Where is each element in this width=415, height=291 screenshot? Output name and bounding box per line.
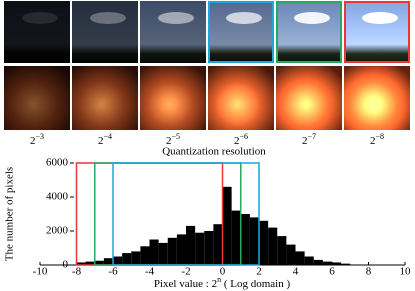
- x-tick-label: -6: [108, 266, 118, 278]
- x-tick-label: -2: [181, 266, 190, 278]
- x-axis-label-after: ( Log domain ): [221, 278, 290, 290]
- bar: [249, 217, 259, 265]
- panel-label: 2−8: [370, 132, 384, 147]
- photo-cloud: [226, 12, 262, 24]
- photo-sky: [72, 1, 138, 63]
- caption: Quantization resolution: [162, 146, 266, 158]
- panel-label: 2−5: [166, 132, 180, 147]
- bar: [304, 256, 314, 265]
- x-axis-label-sup: n: [217, 275, 221, 284]
- bar: [213, 224, 223, 265]
- bar: [341, 263, 351, 265]
- y-tick-label: 0: [63, 259, 69, 271]
- panel-label: 2−4: [98, 132, 112, 147]
- panel-exponent: −6: [239, 132, 248, 141]
- bar: [158, 242, 168, 265]
- y-axis-label: The number of pixels: [4, 167, 16, 261]
- photo-sky: [344, 1, 410, 63]
- x-axis-label-text: Pixel value : 2: [154, 278, 217, 290]
- photo-sky: [140, 1, 206, 63]
- x-tick-label: 6: [329, 266, 335, 278]
- bar: [85, 261, 95, 265]
- bar: [259, 220, 269, 265]
- y-tick-label: 4000: [46, 191, 69, 203]
- bar: [94, 260, 104, 265]
- photo-room: [72, 66, 138, 130]
- photo-sky: [208, 1, 274, 63]
- bar: [332, 262, 342, 265]
- x-tick-label: 2: [256, 266, 262, 278]
- bar: [295, 251, 305, 265]
- bar: [268, 227, 278, 265]
- panel-base: 2: [30, 135, 36, 147]
- panel-base: 2: [234, 135, 240, 147]
- photo-cloud: [362, 12, 398, 24]
- photo-frame: [344, 1, 410, 63]
- x-axis-label: Pixel value : 2n ( Log domain ): [154, 275, 291, 290]
- bar: [186, 225, 196, 265]
- bar: [322, 261, 332, 265]
- x-tick-label: 8: [366, 266, 372, 278]
- photo-room: [140, 66, 206, 130]
- panel-label: 2−3: [30, 132, 44, 147]
- y-tick-label: 6000: [46, 157, 69, 169]
- bar: [231, 210, 241, 265]
- bar: [204, 231, 214, 265]
- bar: [76, 262, 86, 265]
- photo-frame: [208, 1, 274, 63]
- bar: [313, 259, 323, 265]
- bar: [113, 256, 123, 265]
- bar: [277, 236, 287, 265]
- panel-base: 2: [166, 135, 172, 147]
- bar: [131, 251, 141, 265]
- photo-sky: [276, 1, 342, 63]
- photo-room: [344, 66, 410, 130]
- panel-label: 2−6: [234, 132, 248, 147]
- bar: [140, 246, 150, 265]
- panel-label: 2−7: [302, 132, 316, 147]
- bar: [222, 186, 232, 265]
- panel-exponent: −5: [171, 132, 180, 141]
- photo-cloud: [90, 12, 126, 24]
- x-tick-label: 4: [293, 266, 299, 278]
- photo-cloud: [294, 12, 330, 24]
- photo-sky: [4, 1, 70, 63]
- photo-room: [4, 66, 70, 130]
- panel-base: 2: [302, 135, 308, 147]
- x-tick-label: -4: [145, 266, 155, 278]
- panel-exponent: −8: [375, 132, 384, 141]
- panel-exponent: −3: [35, 132, 44, 141]
- x-tick-label: -10: [33, 266, 48, 278]
- photo-room: [276, 66, 342, 130]
- photo-grid: [4, 1, 410, 130]
- range-box: [112, 162, 260, 266]
- bar: [240, 214, 250, 265]
- bar: [286, 244, 296, 265]
- bar: [195, 232, 205, 265]
- x-tick-label: 0: [220, 266, 226, 278]
- panel-base: 2: [98, 135, 104, 147]
- panel-exponent: −4: [103, 132, 112, 141]
- x-tick-label: -8: [72, 266, 82, 278]
- photo-frame: [276, 1, 342, 63]
- photo-room: [208, 66, 274, 130]
- panel-exponent: −7: [307, 132, 316, 141]
- bar: [122, 253, 132, 265]
- y-tick-label: 2000: [46, 225, 69, 237]
- panel-base: 2: [370, 135, 376, 147]
- photo-cloud: [158, 12, 194, 24]
- bar: [103, 258, 113, 265]
- x-tick-label: 10: [400, 266, 412, 278]
- bar: [176, 234, 186, 265]
- bar: [149, 239, 159, 265]
- bar: [167, 237, 177, 265]
- photo-cloud: [22, 12, 58, 24]
